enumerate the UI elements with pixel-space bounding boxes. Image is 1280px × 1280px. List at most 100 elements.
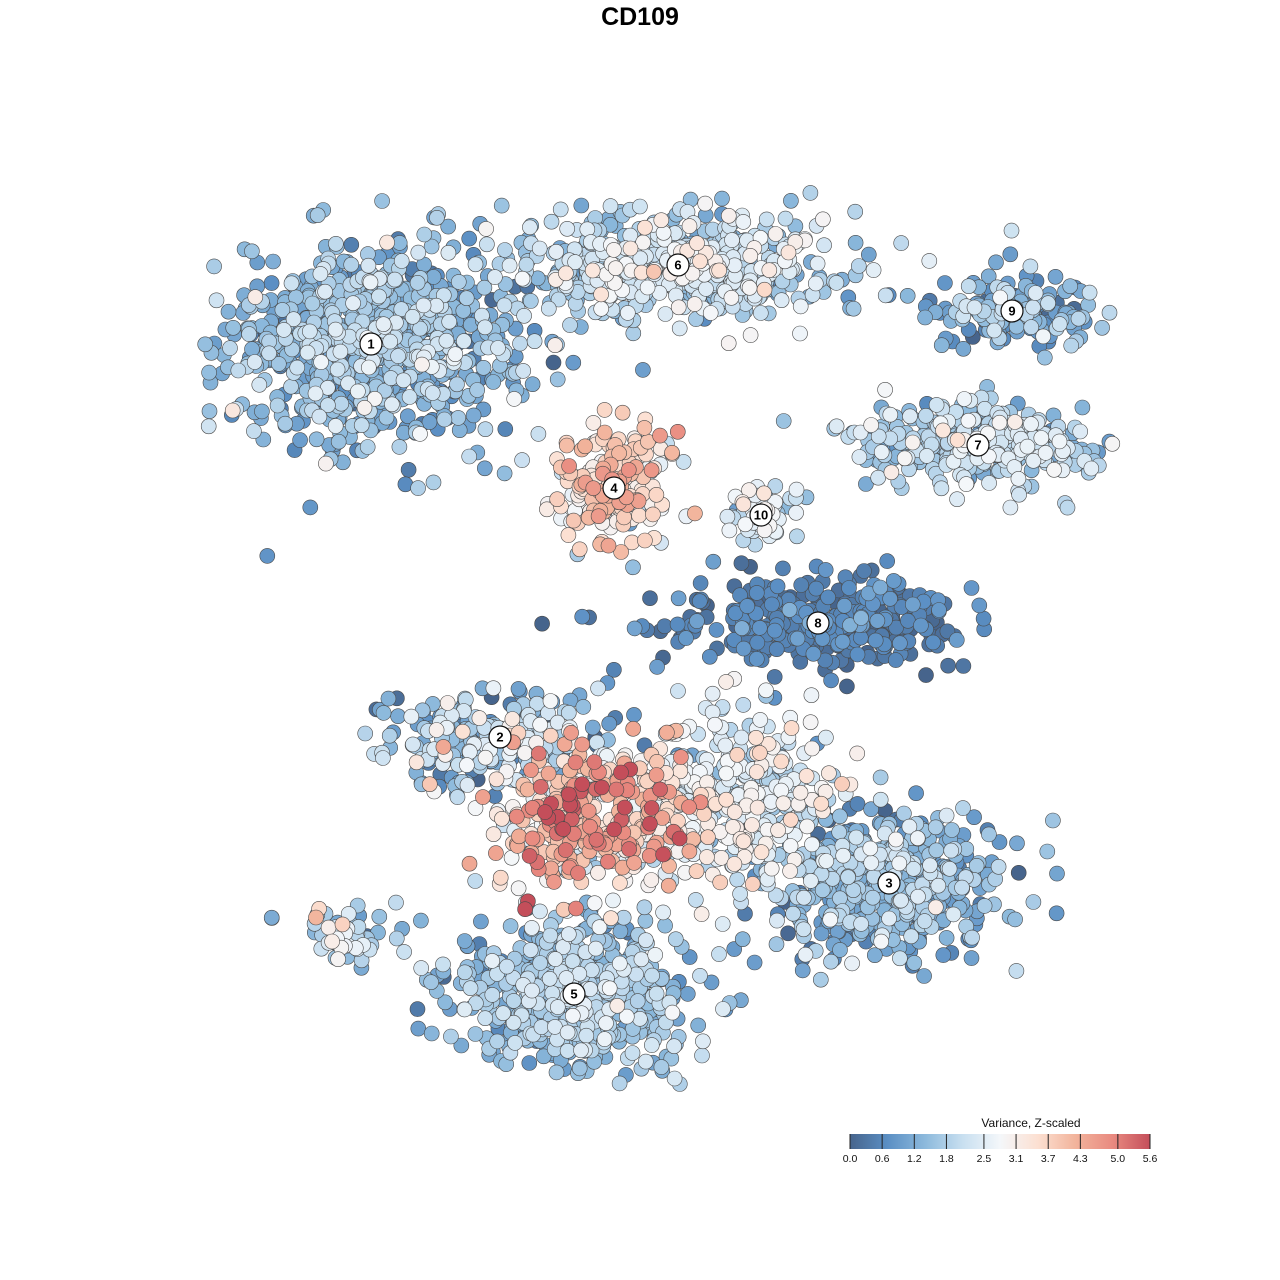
scatter-point	[477, 1010, 494, 1027]
scatter-point	[357, 725, 374, 742]
scatter-point	[804, 836, 820, 853]
scatter-point	[794, 962, 811, 979]
scatter-point	[877, 381, 893, 398]
scatter-point	[382, 333, 399, 350]
scatter-point	[963, 580, 980, 596]
scatter-point	[632, 198, 648, 215]
scatter-point	[896, 450, 913, 467]
scatter-points	[197, 185, 1121, 1092]
scatter-point	[375, 316, 392, 333]
scatter-point	[224, 402, 241, 419]
scatter-point	[643, 1037, 660, 1053]
scatter-point	[660, 877, 677, 894]
scatter-point	[514, 452, 530, 468]
scatter-point	[775, 413, 792, 429]
scatter-point	[649, 753, 665, 770]
scatter-point	[277, 415, 294, 432]
scatter-point	[570, 865, 586, 881]
scatter-point	[735, 833, 752, 850]
scatter-point	[834, 633, 851, 650]
scatter-point	[1023, 319, 1039, 335]
scatter-point	[862, 840, 879, 857]
scatter-point	[484, 953, 501, 969]
scatter-point	[356, 399, 373, 416]
scatter-point	[1010, 864, 1027, 881]
scatter-point	[473, 913, 489, 930]
scatter-point	[450, 274, 467, 290]
scatter-point	[756, 281, 773, 298]
scatter-point	[693, 906, 710, 922]
scatter-point	[847, 203, 864, 220]
scatter-point	[484, 987, 501, 1003]
scatter-point	[225, 319, 241, 336]
scatter-point	[729, 871, 746, 888]
scatter-point	[449, 789, 466, 805]
scatter-point	[742, 248, 759, 264]
scatter-point	[438, 332, 455, 349]
scatter-point	[1010, 470, 1027, 487]
scatter-point	[792, 298, 809, 315]
scatter-point	[1072, 423, 1088, 440]
scatter-point	[845, 300, 862, 317]
scatter-point	[485, 680, 502, 697]
scatter-point	[542, 693, 559, 709]
scatter-point	[1083, 460, 1100, 477]
scatter-point	[981, 826, 997, 843]
scatter-point	[490, 340, 506, 356]
scatter-point	[642, 590, 658, 607]
scatter-point	[574, 608, 591, 625]
scatter-point	[459, 757, 475, 773]
scatter-point	[1002, 246, 1019, 263]
scatter-point	[467, 1026, 484, 1042]
scatter-point	[496, 465, 513, 482]
scatter-point	[971, 597, 988, 614]
scatter-point	[379, 234, 395, 251]
scatter-point	[904, 434, 921, 451]
scatter-point	[691, 593, 708, 610]
scatter-point	[454, 723, 471, 740]
scatter-point	[456, 964, 473, 981]
scatter-point	[991, 834, 1008, 850]
scatter-point	[751, 745, 768, 761]
scatter-point	[748, 585, 765, 601]
scatter-point	[739, 598, 756, 614]
scatter-point	[1002, 499, 1019, 516]
scatter-point	[461, 744, 478, 760]
scatter-point	[548, 244, 565, 260]
scatter-point	[928, 842, 945, 859]
scatter-point	[699, 849, 715, 865]
scatter-point	[329, 361, 346, 378]
scatter-point	[891, 855, 908, 872]
scatter-point	[410, 480, 426, 496]
scatter-point	[943, 842, 960, 859]
scatter-point	[573, 197, 590, 214]
scatter-point	[475, 789, 491, 805]
scatter-point	[917, 309, 933, 326]
scatter-point	[639, 279, 656, 296]
scatter-point	[927, 899, 944, 916]
scatter-point	[360, 359, 377, 376]
scatter-point	[648, 767, 665, 783]
scatter-point	[246, 423, 262, 439]
scatter-point	[542, 727, 559, 744]
scatter-point	[516, 307, 532, 324]
scatter-point	[547, 337, 563, 354]
scatter-point	[769, 578, 786, 595]
scatter-point	[568, 900, 584, 917]
scatter-point	[821, 765, 837, 782]
scatter-point	[590, 680, 606, 697]
scatter-point	[578, 1027, 595, 1044]
scatter-point	[1007, 911, 1023, 928]
scatter-point	[688, 863, 705, 880]
scatter-point	[937, 275, 953, 291]
scatter-point	[1040, 295, 1056, 312]
scatter-point	[664, 444, 680, 461]
scatter-point	[742, 327, 759, 343]
scatter-point	[847, 235, 864, 251]
scatter-point	[966, 299, 983, 316]
scatter-point	[541, 970, 558, 987]
scatter-point	[450, 410, 467, 426]
scatter-point	[828, 275, 845, 291]
scatter-point	[558, 265, 574, 282]
